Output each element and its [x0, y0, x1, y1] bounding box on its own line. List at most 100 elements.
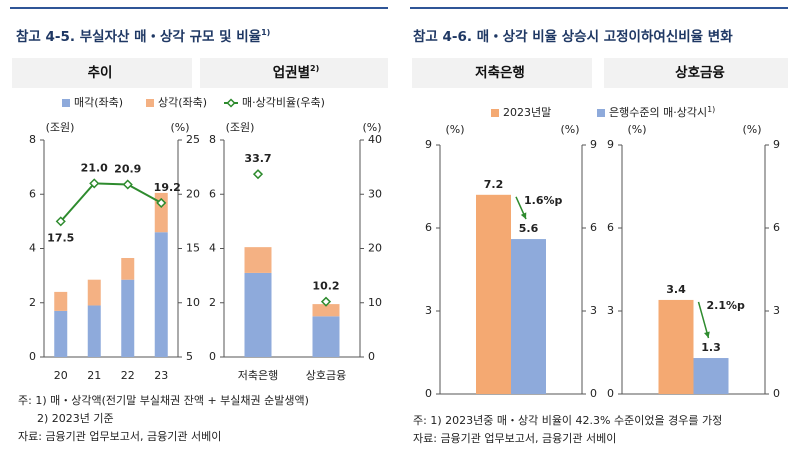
- panel-title: 참고 4-6. 매・상각 비율 상승시 고정이하여신비율 변화: [413, 28, 733, 45]
- value-label: 7.2: [484, 178, 504, 191]
- y-tick-label: 4: [209, 242, 216, 255]
- y-tick-label: 9: [425, 138, 432, 151]
- legend-marker: [226, 98, 236, 108]
- y2-tick-label: 6: [590, 221, 597, 234]
- annotation-arrowhead: [704, 331, 710, 339]
- y-tick-label: 6: [29, 187, 36, 200]
- y-tick-label: 9: [607, 138, 614, 151]
- bar: [121, 279, 135, 357]
- y-tick-label: 3: [425, 304, 432, 317]
- legend-text: 은행수준의 매·상각시: [609, 106, 707, 119]
- subtitle: 저축은행: [475, 65, 525, 81]
- legend-text: 매·상각비율(우축): [242, 96, 325, 109]
- legend-label: 상각(좌축): [158, 96, 207, 109]
- y2-tick-label: 3: [773, 304, 780, 317]
- footnote: 자료: 금융기관 업무보고서, 금융기관 서베이: [413, 432, 616, 445]
- subtitle-text: 업권별: [273, 65, 310, 81]
- y-tick-label: 8: [29, 133, 36, 146]
- x-tick-label: 22: [121, 369, 135, 382]
- subtitle: 추이: [88, 64, 113, 81]
- line: [60, 182, 162, 223]
- marker: [320, 296, 332, 307]
- y-tick-label: 0: [209, 350, 216, 363]
- y-tick-label: 6: [607, 221, 614, 234]
- x-tick-label: 저축은행: [238, 369, 278, 382]
- y-tick-label: 2: [209, 296, 216, 309]
- legend-label: 2023년말: [503, 106, 551, 119]
- bar: [312, 316, 340, 357]
- y-tick-label: 6: [425, 221, 432, 234]
- y2-tick-label: 30: [368, 187, 382, 200]
- legend-label: 매·상각비율(우축): [242, 96, 325, 109]
- bar: [54, 310, 68, 357]
- value-label: 5.6: [519, 222, 539, 235]
- y2-tick-label: 9: [590, 138, 597, 151]
- y-tick-label: 8: [209, 133, 216, 146]
- x-tick-label: 상호금융: [306, 369, 346, 382]
- legend-swatch: [62, 99, 70, 107]
- bar: [154, 232, 168, 357]
- subheader-bg: [412, 58, 592, 88]
- y-tick-label: 0: [29, 350, 36, 363]
- legend-note: 1): [707, 105, 715, 114]
- y-axis-label: (조원): [46, 121, 75, 134]
- bar: [244, 272, 272, 357]
- y2-tick-label: 0: [590, 387, 597, 400]
- value-label: 20.9: [114, 162, 141, 175]
- y2-tick-label: 3: [590, 304, 597, 317]
- value-label: 1.3: [701, 341, 721, 354]
- y-axis-label: (%): [445, 123, 464, 136]
- y2-tick-label: 0: [368, 350, 375, 363]
- y2-tick-label: 10: [186, 296, 200, 309]
- marker: [156, 197, 167, 208]
- annotation: 1.6%p: [524, 194, 563, 207]
- y2-tick-label: 40: [368, 133, 382, 146]
- subheader-bg: [604, 58, 788, 88]
- bar: [658, 299, 694, 394]
- x-tick-label: 23: [154, 369, 168, 382]
- footnote: 주: 1) 매・상각액(전기말 부실채권 잔액 + 부실채권 순발생액): [18, 394, 309, 407]
- annotation: 2.1%p: [707, 299, 746, 312]
- y2-tick-label: 20: [368, 242, 382, 255]
- value-label: 10.2: [312, 280, 339, 293]
- y-tick-label: 3: [607, 304, 614, 317]
- y2-tick-label: 6: [773, 221, 780, 234]
- y-tick-label: 4: [29, 242, 36, 255]
- legend-swatch: [491, 109, 499, 117]
- value-label: 19.2: [154, 181, 181, 194]
- y2-tick-label: 15: [186, 242, 200, 255]
- annotation-arrowhead: [520, 212, 527, 220]
- y-tick-label: 6: [209, 187, 216, 200]
- subtitle: 업권별2): [273, 64, 320, 82]
- footnote: 주: 1) 2023년중 매・상각 비율이 42.3% 수준이었을 경우를 가정: [413, 414, 722, 427]
- bar: [476, 194, 511, 394]
- y-tick-label: 0: [607, 387, 614, 400]
- x-tick-label: 21: [87, 369, 101, 382]
- y2-tick-label: 10: [368, 296, 382, 309]
- bar: [54, 291, 68, 311]
- y2-tick-label: 20: [186, 187, 200, 200]
- y2-axis-label: (%): [170, 121, 189, 134]
- x-tick-label: 20: [54, 369, 68, 382]
- marker: [122, 179, 133, 190]
- marker: [89, 178, 100, 189]
- y-axis-label: (조원): [226, 121, 255, 134]
- subtitle-note: 2): [310, 64, 319, 73]
- value-label: 21.0: [81, 161, 108, 174]
- legend-text: 2023년말: [503, 106, 551, 119]
- bar: [121, 257, 135, 280]
- legend-label: 매각(좌축): [74, 96, 123, 109]
- value-label: 17.5: [47, 231, 74, 244]
- footnote: 자료: 금융기관 업무보고서, 금융기관 서베이: [18, 430, 221, 443]
- bar: [87, 305, 101, 357]
- bar: [244, 247, 272, 273]
- bar: [87, 279, 101, 306]
- subtitle-text: 저축은행: [475, 65, 525, 81]
- bar: [693, 358, 729, 394]
- y-axis-label: (%): [627, 123, 646, 136]
- footnote: 2) 2023년 기준: [37, 412, 114, 425]
- y2-tick-label: 25: [186, 133, 200, 146]
- value-label: 3.4: [666, 283, 686, 296]
- legend-swatch: [146, 99, 154, 107]
- value-label: 33.7: [244, 152, 271, 165]
